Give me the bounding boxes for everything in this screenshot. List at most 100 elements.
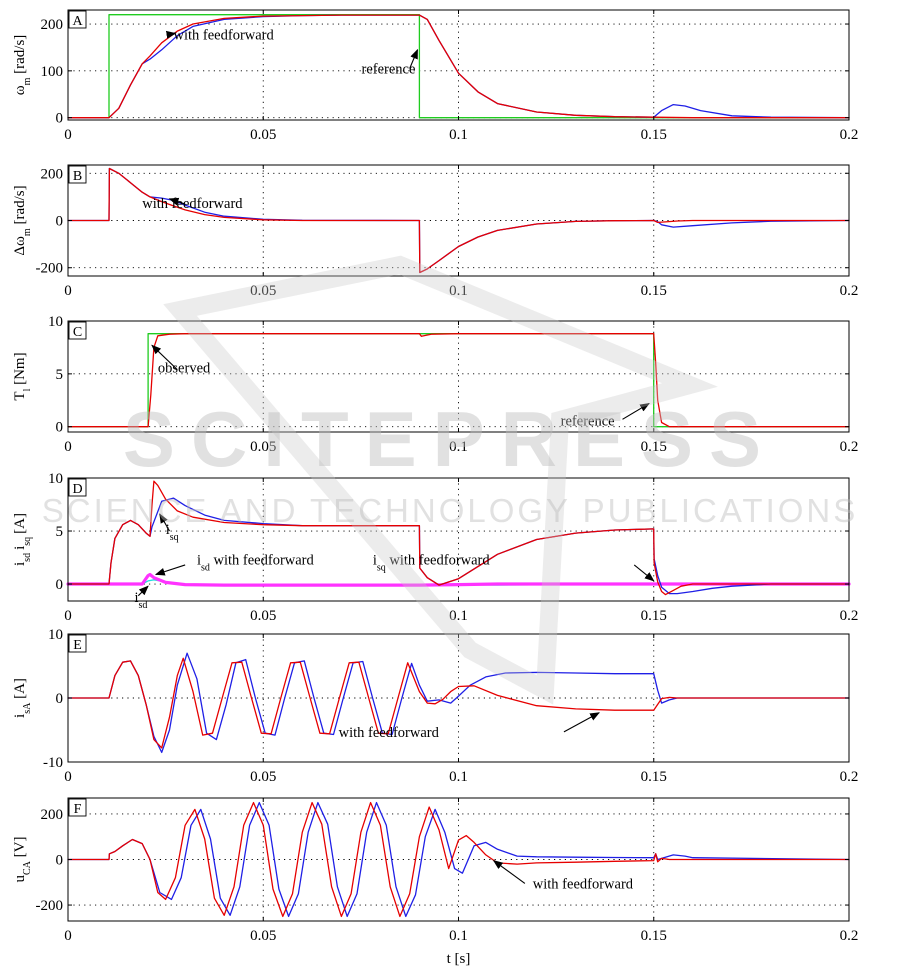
- series-red: [67, 480, 850, 596]
- x-tick-label: 0.2: [840, 928, 859, 944]
- x-tick-label: 0.1: [449, 928, 468, 944]
- y-axis-label: isdisq[A]: [12, 513, 33, 566]
- annotation: with feedforward: [142, 196, 243, 212]
- y-tick-label: -200: [36, 898, 64, 914]
- y-axis-label: Δωm [rad/s]: [12, 185, 33, 255]
- y-tick-label: 5: [56, 524, 64, 540]
- annotation-arrow: [563, 712, 600, 733]
- y-tick-label: -10: [43, 755, 63, 771]
- panel-label: E: [73, 638, 82, 653]
- y-tick-label: 10: [48, 627, 63, 643]
- annotation-arrow: [622, 402, 650, 420]
- x-tick-label: 0.1: [449, 283, 468, 299]
- annotation-arrow: [409, 48, 419, 69]
- x-tick-label: 0.15: [641, 928, 667, 944]
- y-axis-label: ωm [rad/s]: [12, 35, 33, 96]
- y-axis-label-text: isA [A]: [12, 678, 33, 718]
- x-tick-label: 0.15: [641, 127, 667, 143]
- x-tick-label: 0.15: [641, 439, 667, 455]
- series-magenta: [66, 572, 851, 587]
- y-tick-label: 10: [48, 314, 63, 330]
- annotation-arrow: [151, 344, 178, 371]
- x-tick-label: 0.1: [449, 769, 468, 785]
- y-tick-label: 0: [56, 577, 64, 593]
- panel-label: C: [73, 325, 82, 340]
- annotation: isd with feedforward: [197, 553, 315, 574]
- series-green: [67, 333, 850, 428]
- x-tick-label: 0.05: [250, 127, 276, 143]
- x-tick-label: 0.05: [250, 283, 276, 299]
- series-red: [67, 801, 850, 918]
- x-tick-label: 0: [64, 608, 72, 624]
- annotation-arrow: [137, 585, 149, 597]
- panel-label: F: [74, 802, 82, 817]
- annotation-arrow: [168, 197, 186, 206]
- panel-label-box: [68, 165, 87, 184]
- y-tick-label: 200: [41, 807, 64, 823]
- x-tick-label: 0.1: [449, 608, 468, 624]
- y-tick-label: 0: [56, 853, 64, 869]
- x-tick-label: 0.2: [840, 283, 859, 299]
- annotation: with feedforward: [174, 27, 275, 43]
- x-tick-label: 0.15: [641, 608, 667, 624]
- x-tick-label: 0.2: [840, 127, 859, 143]
- x-tick-label: 0: [64, 769, 72, 785]
- x-tick-label: 0.2: [840, 439, 859, 455]
- y-tick-label: 200: [41, 166, 64, 182]
- annotation: with feedforward: [533, 876, 634, 892]
- annotation: isq: [166, 522, 179, 543]
- y-tick-label: 0: [56, 111, 64, 127]
- panel-label-box: [68, 798, 87, 817]
- x-tick-label: 0.15: [641, 283, 667, 299]
- x-tick-label: 0: [64, 283, 72, 299]
- annotation-arrow: [633, 564, 655, 582]
- y-tick-label: 0: [56, 691, 64, 707]
- y-tick-label: -200: [36, 261, 64, 277]
- series-red: [67, 14, 850, 119]
- x-tick-label: 0.1: [449, 127, 468, 143]
- y-tick-label: 5: [56, 367, 64, 383]
- y-axis-label: uCA [V]: [12, 837, 33, 883]
- y-axis-label-text: uCA [V]: [12, 837, 33, 883]
- x-tick-label: 0.1: [449, 439, 468, 455]
- y-axis-label-text: Δωm [rad/s]: [12, 185, 33, 255]
- annotation-arrow: [492, 860, 526, 884]
- panel-A: 0 0.05 0.1 0.15 0.2 0 100 200 Aωm [rad/s] with fe…: [12, 9, 859, 143]
- x-tick-label: 0.2: [840, 608, 859, 624]
- x-tick-label: 0.05: [250, 769, 276, 785]
- series-red: [67, 333, 850, 428]
- annotation: isd: [134, 590, 147, 611]
- panel-C: 0 0.05 0.1 0.15 0.2 0 5 10 C Tl [Nm] observed refer…: [12, 314, 858, 455]
- series-blue: [67, 652, 850, 754]
- panel-label: A: [72, 14, 83, 29]
- series-red: [67, 167, 850, 274]
- y-axis-label-text: isdisq[A]: [12, 513, 33, 566]
- y-tick-label: 200: [41, 17, 64, 33]
- y-axis-label-text: Tl [Nm]: [12, 352, 33, 400]
- y-axis-label: isA [A]: [12, 678, 33, 718]
- x-tick-label: 0.05: [250, 439, 276, 455]
- y-tick-label: 0: [56, 420, 64, 436]
- annotation: reference: [561, 413, 615, 429]
- y-tick-label: 100: [41, 64, 64, 80]
- y-tick-label: 0: [56, 214, 64, 230]
- x-axis-label: t [s]: [447, 951, 471, 967]
- y-tick-label: 10: [48, 471, 63, 487]
- annotation: isq with feedforward: [373, 553, 491, 574]
- x-tick-label: 0.2: [840, 769, 859, 785]
- annotation-arrow: [165, 30, 177, 39]
- annotation: reference: [362, 62, 416, 78]
- annotation-arrow: [154, 564, 186, 576]
- annotation: observed: [158, 361, 211, 377]
- panel-label-box: [68, 478, 87, 497]
- x-tick-label: 0: [64, 928, 72, 944]
- panel-label-box: [68, 10, 87, 29]
- x-tick-label: 0.05: [250, 608, 276, 624]
- annotation: with feedforward: [339, 725, 440, 741]
- panel-label: D: [72, 482, 82, 497]
- x-tick-label: 0: [64, 127, 72, 143]
